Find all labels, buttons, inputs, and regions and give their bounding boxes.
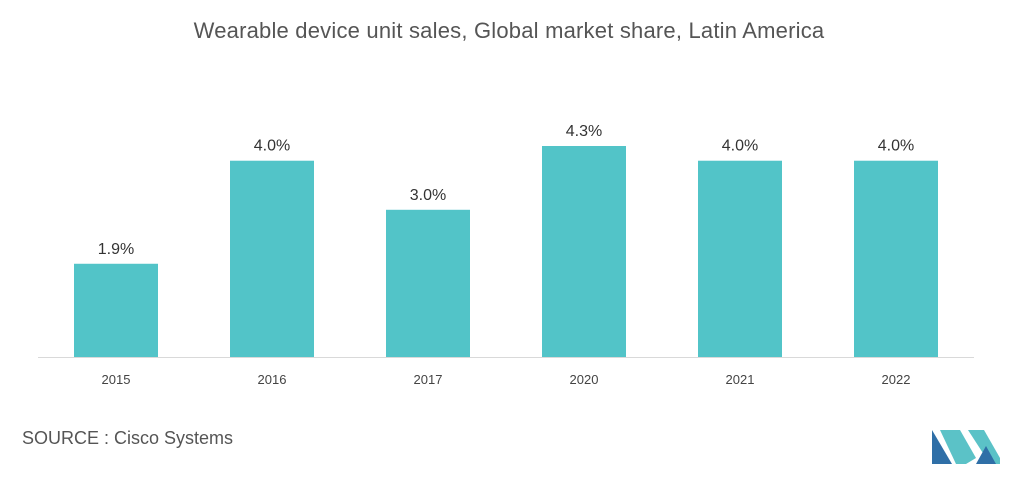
value-label-2020: 4.3%	[566, 123, 602, 140]
bar-2015	[74, 263, 158, 357]
value-label-2022: 4.0%	[878, 138, 914, 155]
mordor-intelligence-logo-icon	[932, 430, 1000, 464]
source-note: SOURCE : Cisco Systems	[22, 428, 234, 448]
value-label-2015: 1.9%	[98, 241, 134, 258]
x-tick-label-2020: 2020	[570, 372, 599, 387]
bar-2022	[854, 160, 938, 357]
value-label-2017: 3.0%	[410, 187, 446, 204]
value-label-2016: 4.0%	[254, 138, 290, 155]
x-tick-label-2016: 2016	[258, 372, 287, 387]
x-tick-label-2015: 2015	[102, 372, 131, 387]
value-label-2021: 4.0%	[722, 138, 758, 155]
x-tick-label-2022: 2022	[882, 372, 911, 387]
bar-2021	[698, 160, 782, 357]
x-tick-label-2021: 2021	[726, 372, 755, 387]
chart-title: Wearable device unit sales, Global marke…	[193, 18, 825, 43]
bar-2020	[542, 146, 626, 357]
bar-2016	[230, 160, 314, 357]
x-tick-label-2017: 2017	[414, 372, 443, 387]
bar-2017	[386, 209, 470, 357]
